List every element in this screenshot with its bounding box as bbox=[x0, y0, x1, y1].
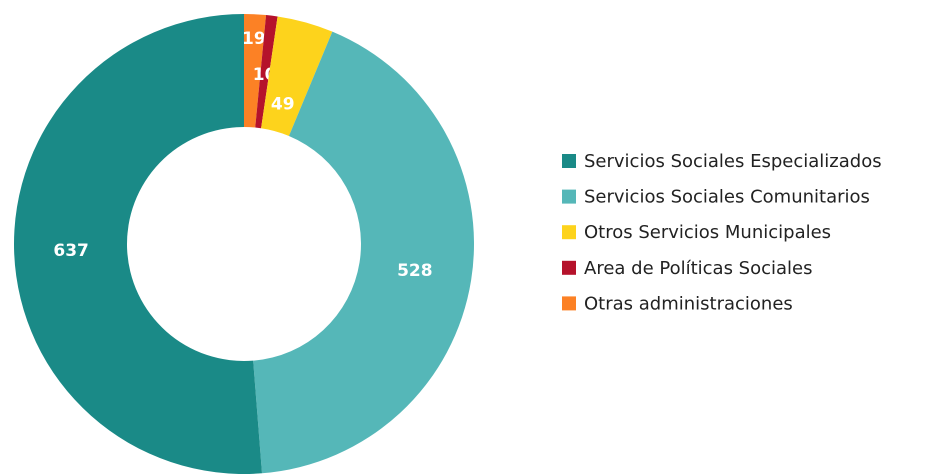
data-label: 19 bbox=[242, 29, 266, 49]
legend-swatch bbox=[562, 296, 576, 311]
legend-label: Servicios Sociales Comunitarios bbox=[584, 187, 870, 208]
legend-swatch bbox=[562, 260, 576, 275]
legend-label: Otras administraciones bbox=[584, 293, 793, 314]
legend-label: Otros Servicios Municipales bbox=[584, 222, 831, 243]
legend-swatch bbox=[562, 225, 576, 240]
donut-slice bbox=[261, 16, 333, 136]
data-label: 637 bbox=[53, 241, 89, 261]
donut-slice bbox=[13, 14, 263, 474]
donut-slice bbox=[244, 14, 267, 128]
legend-label: Servicios Sociales Especializados bbox=[584, 151, 882, 172]
legend-swatch bbox=[562, 154, 576, 168]
legend-swatch bbox=[562, 189, 576, 204]
donut-slice bbox=[253, 31, 474, 474]
data-label: 528 bbox=[397, 261, 433, 281]
data-label: 49 bbox=[271, 94, 295, 114]
donut-slice bbox=[255, 15, 278, 129]
legend-label: Area de Políticas Sociales bbox=[584, 258, 813, 279]
